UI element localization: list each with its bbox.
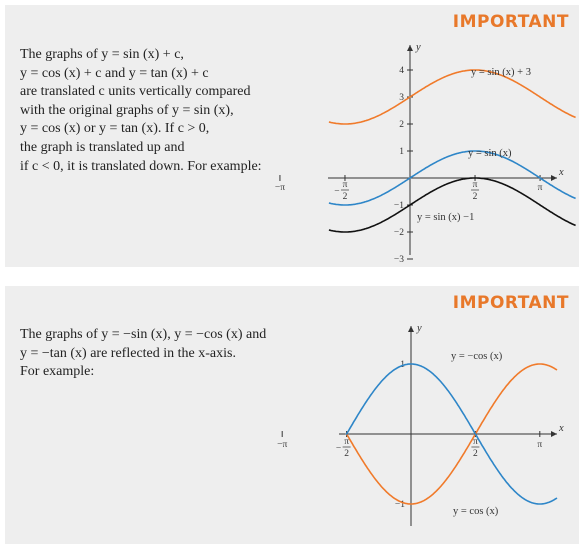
tick-numerator: π xyxy=(343,180,348,190)
x-tick-label: −π xyxy=(275,183,285,193)
tick-numerator: π xyxy=(473,437,478,447)
label-sin-plus-3: y = sin (x) + 3 xyxy=(471,67,531,78)
y-tick-label: 1 xyxy=(399,147,404,157)
x-axis-arrow xyxy=(551,431,557,437)
text-line: are translated c units vertically compar… xyxy=(20,84,251,100)
tick-denominator: 2 xyxy=(473,192,478,202)
x-axis-arrow xyxy=(551,175,557,181)
curve-sin-plus-3 xyxy=(328,69,576,125)
text-line: the graph is translated up and xyxy=(20,139,185,155)
panel-body-text: The graphs of y = sin (x) + c, y = cos (… xyxy=(20,46,315,176)
tick-numerator: π xyxy=(344,437,349,447)
label-sin: y = sin (x) xyxy=(468,148,512,159)
text-line: y = −tan (x) are reflected in the x-axis… xyxy=(20,345,236,361)
panel-heading: IMPORTANT xyxy=(452,12,569,32)
x-axis-label: x xyxy=(558,167,564,178)
label-cos: y = cos (x) xyxy=(453,506,499,517)
x-tick-label: π2 xyxy=(471,180,480,202)
curve-neg-cos xyxy=(345,363,558,505)
y-tick-label: 3 xyxy=(399,93,404,103)
tick-sign: − xyxy=(334,187,339,197)
x-tick-label: π 2− xyxy=(336,437,351,459)
label-neg-cos: y = −cos (x) xyxy=(451,351,503,362)
curve-cos xyxy=(345,363,558,505)
tick-denominator: 2 xyxy=(343,192,348,202)
tick-denominator: 2 xyxy=(344,449,349,459)
curve-sin-minus-1 xyxy=(328,177,576,233)
label-sin-minus-1: y = sin (x) −1 xyxy=(417,212,474,223)
text-line: The graphs of y = −sin (x), y = −cos (x)… xyxy=(20,327,267,342)
graph-cosine-reflection: xy−ππ2−π2π3π22π1−1y = −cos (x)y = cos (x… xyxy=(277,323,564,526)
y-axis-label: y xyxy=(415,42,421,53)
tick-sign: − xyxy=(336,444,341,454)
important-panel-vertical-translation: IMPORTANT The graphs of y = sin (x) + c,… xyxy=(5,5,579,267)
important-panel-reflection: IMPORTANT The graphs of y = −sin (x), y … xyxy=(5,286,579,544)
x-tick-label: π 2− xyxy=(334,180,349,202)
text-line: with the original graphs of y = sin (x), xyxy=(20,102,234,118)
y-tick-label: −3 xyxy=(394,255,404,265)
y-tick-label: −2 xyxy=(394,228,404,238)
y-tick-label: 2 xyxy=(399,120,404,130)
panel-heading: IMPORTANT xyxy=(452,293,569,313)
text-line: y = cos (x) or y = tan (x). If c > 0, xyxy=(20,121,210,137)
y-tick-label: −1 xyxy=(394,201,404,211)
text-line: The graphs of y = sin (x) + c, xyxy=(20,47,184,62)
x-axis-label: x xyxy=(558,423,564,434)
tick-denominator: 2 xyxy=(473,449,478,459)
y-tick-label: −1 xyxy=(395,500,405,510)
curve-sin xyxy=(328,150,576,206)
text-line: if c < 0, it is translated down. For exa… xyxy=(20,158,262,174)
panel-body-text: The graphs of y = −sin (x), y = −cos (x)… xyxy=(20,326,315,382)
y-axis-arrow xyxy=(407,45,413,51)
y-axis-label: y xyxy=(416,323,422,334)
graph-sine-translations: xy−ππ2−π2π3π22π4321−1−2−3y = sin (x) + 3… xyxy=(275,42,576,265)
text-line: y = cos (x) + c and y = tan (x) + c xyxy=(20,65,209,81)
x-tick-label: π xyxy=(538,183,543,193)
x-tick-label: π xyxy=(537,440,542,450)
x-tick-label: π2 xyxy=(471,437,480,459)
y-axis-arrow xyxy=(408,326,414,332)
y-tick-label: 4 xyxy=(399,66,404,76)
text-line: For example: xyxy=(20,364,95,380)
tick-numerator: π xyxy=(473,180,478,190)
x-tick-label: −π xyxy=(277,440,287,450)
